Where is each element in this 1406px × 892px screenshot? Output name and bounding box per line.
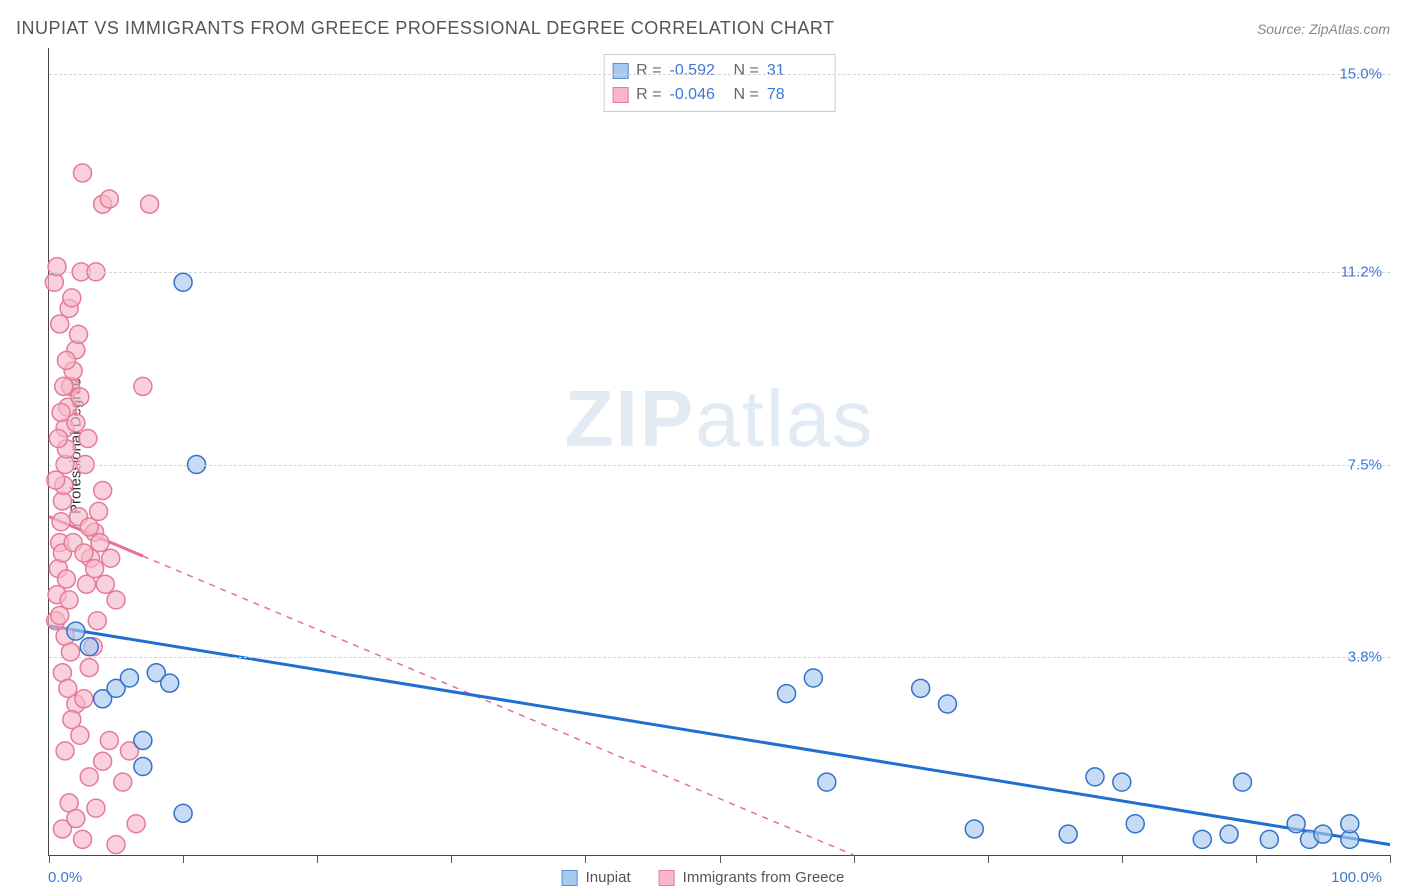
- series-legend-item: Inupiat: [562, 869, 631, 886]
- y-tick-label: 3.8%: [1348, 649, 1382, 666]
- y-tick-label: 15.0%: [1339, 66, 1382, 83]
- chart-plot-area: ZIPatlas R = -0.592 N = 31 R = -0.046 N …: [48, 48, 1390, 856]
- chart-title: INUPIAT VS IMMIGRANTS FROM GREECE PROFES…: [16, 18, 835, 39]
- series-legend: Inupiat Immigrants from Greece: [562, 869, 845, 886]
- series-name: Inupiat: [586, 869, 631, 886]
- x-tick: [317, 855, 318, 863]
- gridline: [49, 465, 1390, 466]
- x-tick: [49, 855, 50, 863]
- source-label: Source: ZipAtlas.com: [1257, 21, 1390, 37]
- x-tick: [1122, 855, 1123, 863]
- legend-swatch: [562, 870, 578, 886]
- x-tick: [988, 855, 989, 863]
- x-tick: [1256, 855, 1257, 863]
- x-tick: [854, 855, 855, 863]
- x-tick: [451, 855, 452, 863]
- gridline: [49, 74, 1390, 75]
- x-tick: [183, 855, 184, 863]
- gridline: [49, 657, 1390, 658]
- series-name: Immigrants from Greece: [683, 869, 845, 886]
- x-tick: [585, 855, 586, 863]
- x-axis-max-label: 100.0%: [1331, 869, 1382, 886]
- gridline: [49, 272, 1390, 273]
- x-tick: [720, 855, 721, 863]
- series-legend-item: Immigrants from Greece: [659, 869, 845, 886]
- y-tick-label: 7.5%: [1348, 456, 1382, 473]
- x-tick: [1390, 855, 1391, 863]
- y-tick-label: 11.2%: [1341, 263, 1382, 280]
- x-axis-min-label: 0.0%: [48, 869, 82, 886]
- scatter-svg: [49, 48, 1390, 855]
- legend-swatch: [659, 870, 675, 886]
